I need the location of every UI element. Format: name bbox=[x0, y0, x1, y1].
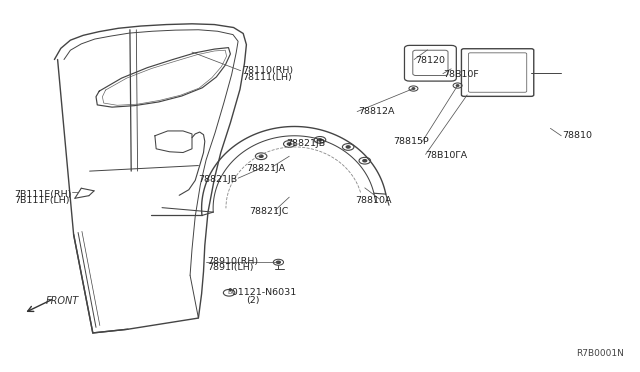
Text: 7B111F(LH): 7B111F(LH) bbox=[14, 196, 70, 205]
Text: 78821JA: 78821JA bbox=[246, 164, 285, 173]
Text: °01121-N6031: °01121-N6031 bbox=[227, 288, 296, 297]
Text: B: B bbox=[227, 290, 231, 295]
Text: 78821JB: 78821JB bbox=[198, 175, 237, 184]
Text: 78810: 78810 bbox=[562, 131, 592, 140]
Text: 78821JB: 78821JB bbox=[286, 139, 325, 148]
Text: 78821JC: 78821JC bbox=[250, 207, 289, 216]
Text: 78B10ΓA: 78B10ΓA bbox=[426, 151, 468, 160]
Circle shape bbox=[287, 143, 291, 145]
Text: 7891I(LH): 7891I(LH) bbox=[207, 263, 253, 272]
Circle shape bbox=[276, 261, 280, 263]
Circle shape bbox=[412, 88, 415, 89]
Text: 78110(RH): 78110(RH) bbox=[242, 66, 293, 75]
Circle shape bbox=[363, 160, 367, 162]
Circle shape bbox=[346, 146, 350, 148]
Text: 78910(RH): 78910(RH) bbox=[207, 257, 258, 266]
Text: 78812A: 78812A bbox=[358, 107, 395, 116]
Text: 78120: 78120 bbox=[415, 56, 445, 65]
Text: 78815P: 78815P bbox=[394, 137, 429, 146]
Text: R7B0001N: R7B0001N bbox=[576, 349, 624, 358]
Text: 78B10F: 78B10F bbox=[444, 70, 479, 79]
Text: 78810A: 78810A bbox=[355, 196, 392, 205]
Text: 7B111E(RH): 7B111E(RH) bbox=[14, 190, 72, 199]
Circle shape bbox=[259, 155, 263, 157]
Text: FRONT: FRONT bbox=[46, 296, 79, 305]
Circle shape bbox=[318, 139, 322, 141]
Text: (2): (2) bbox=[246, 296, 259, 305]
Text: 78111(LH): 78111(LH) bbox=[242, 73, 292, 81]
Circle shape bbox=[456, 85, 459, 86]
